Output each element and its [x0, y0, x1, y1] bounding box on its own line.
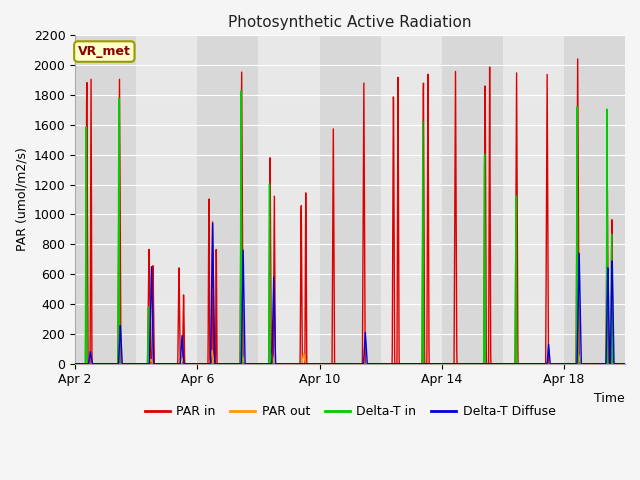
Legend: PAR in, PAR out, Delta-T in, Delta-T Diffuse: PAR in, PAR out, Delta-T in, Delta-T Dif…	[140, 400, 561, 423]
Bar	[319, 36, 381, 364]
X-axis label: Time: Time	[595, 392, 625, 405]
Bar	[75, 36, 136, 364]
Y-axis label: PAR (umol/m2/s): PAR (umol/m2/s)	[15, 147, 28, 252]
Bar	[197, 36, 259, 364]
Text: VR_met: VR_met	[78, 45, 131, 58]
Title: Photosynthetic Active Radiation: Photosynthetic Active Radiation	[228, 15, 472, 30]
Bar	[442, 36, 503, 364]
Bar	[564, 36, 625, 364]
